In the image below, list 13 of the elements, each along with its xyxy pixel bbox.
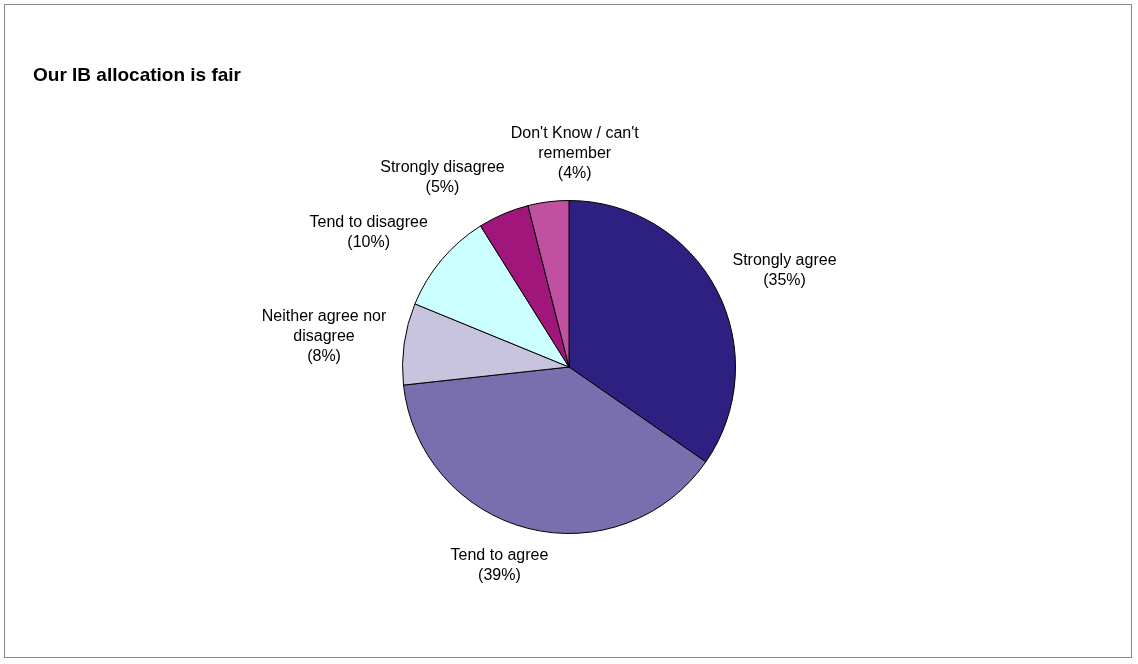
slice-label: Neither agree nor disagree [261,306,387,344]
data-label: (4%) [557,164,592,182]
data-label: (35%) [763,270,806,288]
data-label: (8%) [307,346,341,364]
chart-title: Our IB allocation is fair [33,64,241,86]
data-label: (5%) [425,177,460,195]
slice-label: Tend to agree [450,546,549,564]
slice-label: Strongly agree [732,250,837,268]
slice-label: Strongly disagree [380,157,505,175]
data-label: (10%) [347,233,391,251]
slice-label: Tend to disagree [309,213,428,231]
data-label: (39%) [478,566,521,584]
slice-label: Don't Know / can't remember [510,124,640,162]
